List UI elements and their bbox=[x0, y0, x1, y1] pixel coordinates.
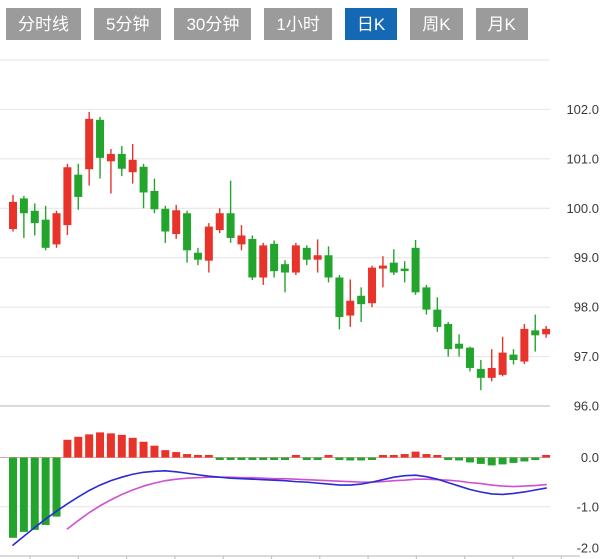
svg-text:101.0: 101.0 bbox=[566, 151, 599, 166]
tab-weekly-k[interactable]: 周K bbox=[410, 8, 463, 40]
svg-text:96.0: 96.0 bbox=[574, 399, 599, 414]
tab-1hour[interactable]: 1小时 bbox=[264, 8, 332, 40]
candlestick-series bbox=[9, 111, 551, 391]
macd-axis-labels: 0.0 -1.0 -2.0 bbox=[577, 450, 599, 556]
svg-text:0.0: 0.0 bbox=[581, 450, 599, 465]
price-axis-labels: 102.0 101.0 100.0 99.0 98.0 97.0 96.0 bbox=[566, 102, 599, 414]
interval-tabbar: 分时线 5分钟 30分钟 1小时 日K 周K 月K bbox=[6, 8, 528, 40]
svg-text:-1.0: -1.0 bbox=[577, 499, 599, 514]
tab-30min[interactable]: 30分钟 bbox=[174, 8, 252, 40]
tab-monthly-k[interactable]: 月K bbox=[475, 8, 528, 40]
svg-text:99.0: 99.0 bbox=[574, 250, 599, 265]
svg-text:97.0: 97.0 bbox=[574, 349, 599, 364]
svg-text:102.0: 102.0 bbox=[566, 102, 599, 117]
macd-histogram bbox=[9, 432, 551, 538]
x-axis-ticks bbox=[29, 556, 562, 559]
tab-5min[interactable]: 5分钟 bbox=[94, 8, 162, 40]
tab-timeline[interactable]: 分时线 bbox=[6, 8, 81, 40]
dif-line bbox=[12, 469, 547, 546]
macd-grid-lines bbox=[0, 457, 580, 557]
tab-daily-k[interactable]: 日K bbox=[344, 8, 398, 40]
svg-text:-2.0: -2.0 bbox=[577, 541, 599, 556]
svg-text:98.0: 98.0 bbox=[574, 300, 599, 315]
dea-line bbox=[66, 476, 547, 530]
svg-text:100.0: 100.0 bbox=[566, 201, 599, 216]
